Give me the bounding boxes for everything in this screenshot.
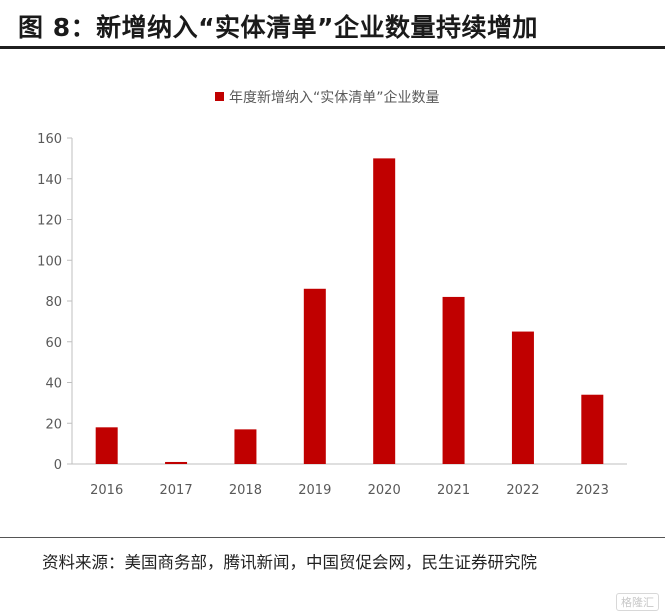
y-tick-label: 0 [54, 458, 62, 473]
legend-swatch [215, 92, 224, 101]
bar-2018 [234, 429, 257, 464]
bar-2017 [165, 461, 188, 464]
y-tick-label: 20 [45, 417, 62, 432]
bar-2022 [511, 331, 534, 464]
x-tick-label: 2019 [298, 483, 331, 498]
y-tick-label: 160 [37, 132, 62, 147]
bar-series [95, 158, 604, 464]
x-tick-label: 2017 [160, 483, 193, 498]
bar-2020 [373, 158, 396, 464]
figure-title: 图 8：新增纳入“实体清单”企业数量持续增加 [18, 13, 538, 42]
x-tick-label: 2021 [437, 483, 470, 498]
title-divider [0, 46, 665, 49]
x-axis: 2016 2017 2018 2019 2020 2021 2022 2023 [72, 463, 627, 498]
y-tick-label: 100 [37, 254, 62, 269]
watermark-logo: 格隆汇 [616, 593, 659, 611]
y-tick-label: 80 [45, 295, 62, 310]
bar-2019 [303, 288, 326, 464]
x-tick-label: 2016 [90, 483, 123, 498]
x-tick-label: 2022 [506, 483, 539, 498]
chart-legend: 年度新增纳入“实体清单”企业数量 [215, 89, 440, 106]
source-note: 资料来源：美国商务部，腾讯新闻，中国贸促会网，民生证券研究院 [42, 553, 537, 572]
legend-label: 年度新增纳入“实体清单”企业数量 [229, 89, 440, 106]
bar-2016 [95, 427, 118, 464]
y-tick-label: 120 [37, 214, 62, 229]
bar-2021 [442, 296, 465, 464]
source-divider [0, 537, 665, 538]
x-tick-label: 2023 [576, 483, 609, 498]
y-tick-label: 140 [37, 173, 62, 188]
x-tick-label: 2020 [368, 483, 401, 498]
x-tick-label: 2018 [229, 483, 262, 498]
y-tick-label: 40 [45, 377, 62, 392]
bar-chart: 年度新增纳入“实体清单”企业数量 0 20 40 60 80 100 120 140 160 2… [37, 89, 627, 498]
bar-2023 [581, 394, 604, 464]
y-tick-label: 60 [45, 336, 62, 351]
y-axis: 0 20 40 60 80 100 120 140 160 [37, 132, 73, 473]
